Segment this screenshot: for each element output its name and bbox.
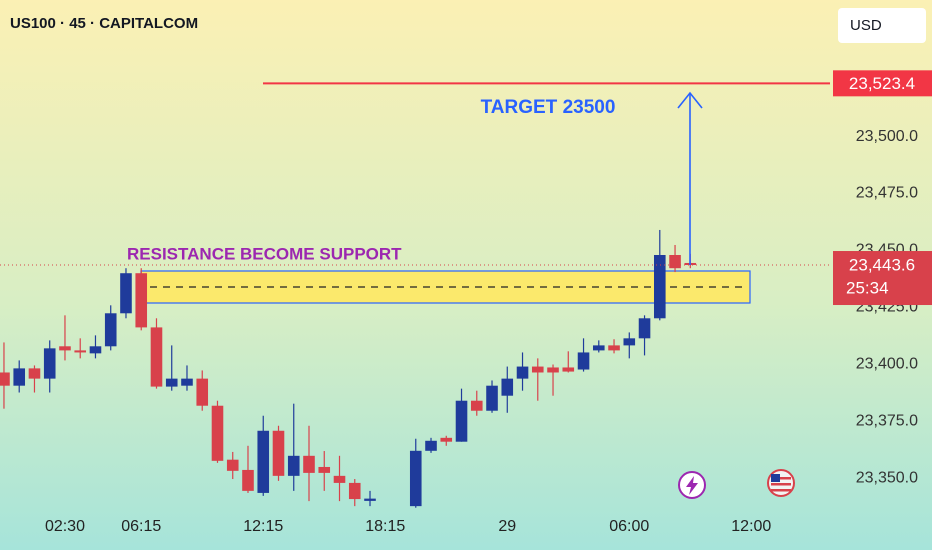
- candle-body: [425, 440, 437, 451]
- candle-body: [165, 378, 178, 387]
- candle-body: [455, 400, 468, 442]
- candle-body: [226, 459, 239, 471]
- candle-body: [59, 346, 71, 351]
- target-arrow-head: [677, 91, 703, 109]
- candle-body: [104, 313, 117, 347]
- candle-body: [181, 378, 193, 386]
- x-tick-label: 02:30: [45, 518, 85, 535]
- candle-body: [120, 273, 132, 314]
- x-tick-label: 18:15: [365, 518, 405, 535]
- candle-body: [516, 366, 529, 379]
- candle-body: [592, 345, 605, 351]
- candle-body: [577, 352, 590, 370]
- candle-body: [638, 318, 651, 339]
- candle-body: [364, 498, 376, 501]
- currency: USD: [850, 17, 882, 34]
- candle-body: [547, 367, 559, 373]
- event-icon-bolt: [686, 476, 698, 495]
- y-tick-label: 23,500.0: [856, 128, 918, 145]
- chart-title: US100 · 45 · CAPITALCOM: [10, 15, 198, 32]
- candle-body: [196, 378, 209, 406]
- candle-body: [28, 368, 41, 379]
- candle-body: [89, 346, 102, 354]
- x-tick-label: 12:00: [731, 518, 771, 535]
- target-price-box: [833, 70, 932, 97]
- countdown: 25:34: [846, 279, 889, 298]
- candle-body: [150, 327, 163, 387]
- candle-body: [623, 338, 636, 346]
- candle-body: [318, 466, 331, 473]
- candle-body: [470, 400, 483, 411]
- candle-body: [501, 378, 514, 396]
- candle-body: [669, 255, 681, 269]
- target-price-label: 23,523.4: [849, 74, 915, 93]
- candle-body: [409, 450, 422, 507]
- candle-body: [608, 345, 620, 351]
- currency-button[interactable]: [838, 8, 926, 43]
- candle-body: [211, 405, 224, 461]
- candle-body: [287, 455, 300, 476]
- candle-body: [0, 372, 10, 386]
- candle-body: [257, 430, 270, 493]
- y-tick-label: 23,475.0: [856, 185, 918, 202]
- flag-stripes: [771, 474, 791, 492]
- candle-body: [74, 350, 87, 353]
- current-price-label: 23,443.6: [849, 256, 915, 275]
- x-tick-label: 29: [498, 518, 516, 535]
- candle-body: [242, 469, 254, 491]
- candle-body: [43, 348, 56, 379]
- zone-annotation: RESISTANCE BECOME SUPPORT: [127, 244, 402, 263]
- candle-body: [653, 255, 666, 319]
- candle-body: [562, 367, 575, 372]
- candle-body: [486, 385, 498, 411]
- current-price-box: [833, 251, 932, 306]
- x-tick-label: 06:00: [609, 518, 649, 535]
- candle-body: [348, 482, 361, 500]
- x-tick-label: 06:15: [121, 518, 161, 535]
- candle-body: [531, 366, 544, 373]
- candle-body: [303, 455, 315, 473]
- x-tick-label: 12:15: [243, 518, 283, 535]
- candle-body: [135, 273, 148, 328]
- candles: [0, 229, 697, 508]
- y-tick-label: 23,400.0: [856, 356, 918, 373]
- y-tick-label: 23,350.0: [856, 469, 918, 486]
- candle-body: [272, 430, 285, 476]
- candle-body: [333, 475, 346, 483]
- target-annotation: TARGET 23500: [481, 97, 616, 118]
- candle-body: [13, 368, 26, 386]
- y-tick-label: 23,375.0: [856, 412, 918, 429]
- candle-body: [440, 437, 453, 442]
